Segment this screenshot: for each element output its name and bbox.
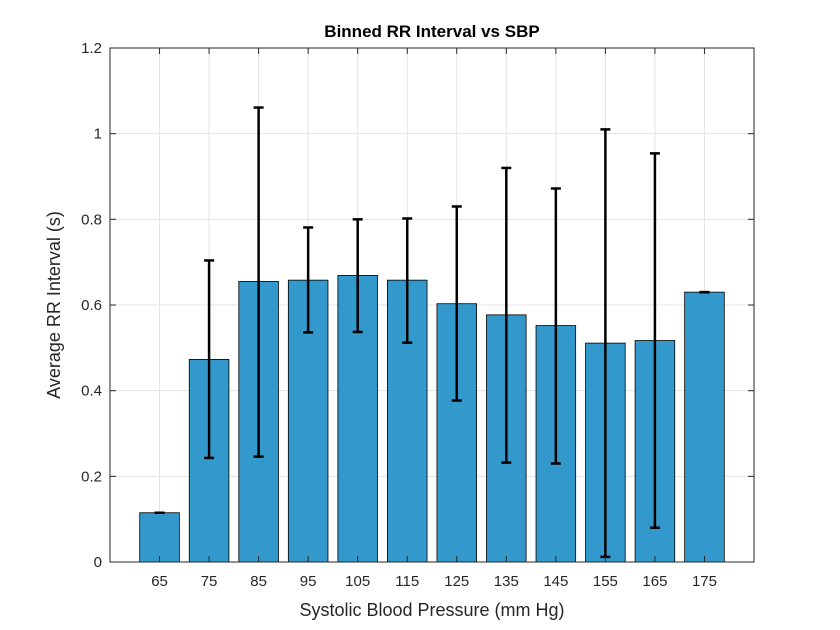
x-tick-label: 105 (345, 573, 370, 590)
x-tick-label: 115 (395, 573, 419, 590)
x-tick-label: 145 (543, 573, 568, 590)
x-tick-label: 135 (494, 573, 519, 590)
y-tick-label: 0.2 (81, 468, 102, 485)
error-bar-115 (402, 217, 413, 344)
y-tick-label: 1 (94, 126, 102, 143)
x-tick-label: 75 (201, 573, 218, 590)
error-bar-95 (303, 226, 314, 334)
error-bar-75 (204, 259, 215, 460)
y-tick-label: 0.6 (81, 297, 102, 314)
x-tick-label: 155 (593, 573, 618, 590)
y-tick-label: 0 (94, 554, 102, 571)
chart-title: Binned RR Interval vs SBP (324, 22, 539, 41)
y-axis-label: Average RR Interval (s) (44, 211, 64, 399)
error-bar-125 (451, 205, 462, 402)
bar-65 (139, 512, 180, 563)
x-tick-label: 95 (300, 573, 317, 590)
y-tick-label: 1.2 (81, 40, 102, 57)
error-bar-145 (550, 187, 561, 465)
x-tick-label: 85 (250, 573, 267, 590)
ticks: 0 0.2 0.4 0.6 0.8 1 1.2 65 75 85 95 105 115 125 135 145… (81, 40, 754, 590)
y-tick-label: 0.8 (81, 211, 102, 228)
error-bar-135 (501, 166, 512, 464)
x-tick-label: 125 (444, 573, 469, 590)
error-bar-85 (253, 106, 264, 458)
error-bars (154, 106, 710, 559)
error-bar-165 (649, 152, 660, 529)
y-tick-label: 0.4 (81, 383, 102, 400)
x-tick-label: 165 (642, 573, 667, 590)
x-tick-label: 65 (151, 573, 168, 590)
x-axis-label: Systolic Blood Pressure (mm Hg) (299, 600, 564, 620)
error-bar-105 (352, 218, 363, 334)
bar-175 (684, 291, 725, 563)
x-tick-label: 175 (692, 573, 717, 590)
